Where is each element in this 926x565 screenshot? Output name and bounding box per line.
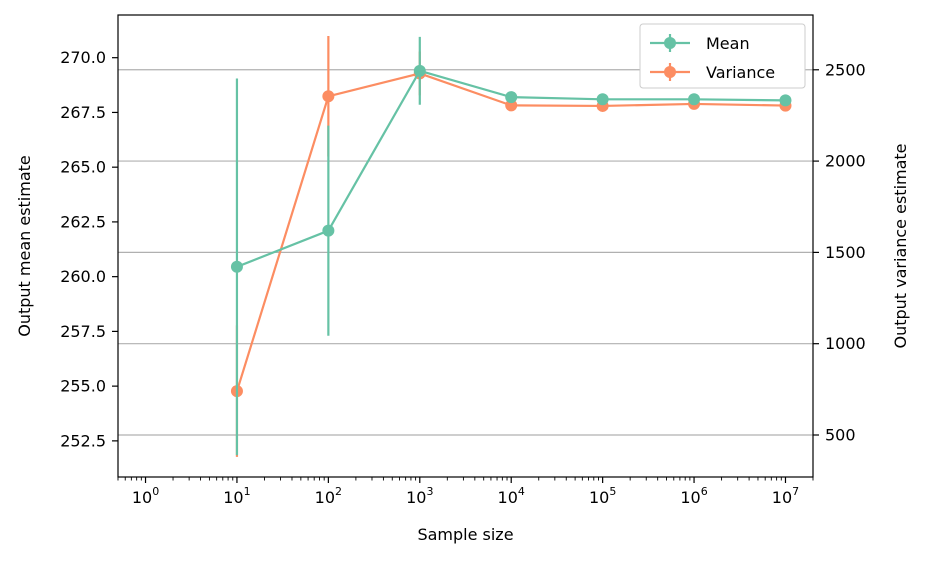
y-left-tick-label-0: 252.5 <box>60 431 106 450</box>
y-left-tick-label-3: 260.0 <box>60 267 106 286</box>
x-tick-label-3: 103 <box>406 485 433 507</box>
y-right-tick-label-2: 1500 <box>825 243 866 262</box>
series-layer <box>230 36 792 457</box>
grid-layer <box>118 69 813 436</box>
y-right-tick-label-4: 2500 <box>825 60 866 79</box>
plot-frame <box>117 14 814 478</box>
x-tick-label-7: 107 <box>772 485 799 507</box>
series-mean <box>230 36 792 456</box>
data-point-mean <box>779 94 792 107</box>
y-right-tick-label-3: 2000 <box>825 152 866 171</box>
legend-entry-mean: Mean <box>650 34 750 53</box>
x-tick-label-1: 101 <box>223 485 250 507</box>
legend-marker-mean <box>664 37 676 49</box>
data-point-variance <box>322 90 335 103</box>
axis-layer: 100 101 102 103 104 105 106 107 252.5 255.0 257.5 2… <box>60 48 866 507</box>
legend-marker-variance <box>664 66 676 78</box>
y-right-tick-label-0: 500 <box>825 426 856 445</box>
data-point-mean <box>505 91 518 104</box>
x-tick-label-2: 102 <box>315 485 342 507</box>
data-point-mean <box>322 224 335 237</box>
data-point-mean <box>413 64 426 77</box>
y-left-tick-label-1: 255.0 <box>60 377 106 396</box>
data-point-mean <box>596 93 609 106</box>
data-point-mean <box>688 93 701 106</box>
legend-label-mean: Mean <box>706 34 750 53</box>
x-tick-label-0: 100 <box>132 485 159 507</box>
y-left-tick-label-6: 267.5 <box>60 103 106 122</box>
x-axis-title: Sample size <box>417 525 513 544</box>
data-point-variance <box>505 99 518 112</box>
legend-label-variance: Variance <box>706 63 775 82</box>
y-left-tick-label-2: 257.5 <box>60 322 106 341</box>
y-axis-title-right: Output variance estimate <box>891 143 910 348</box>
y-left-tick-label-4: 262.5 <box>60 212 106 231</box>
x-tick-label-5: 105 <box>589 485 616 507</box>
data-point-mean <box>230 260 243 273</box>
legend-entry-variance: Variance <box>650 63 775 82</box>
x-tick-label-6: 106 <box>680 485 707 507</box>
y-axis-title-left: Output mean estimate <box>15 155 34 337</box>
x-tick-label-4: 104 <box>498 485 525 507</box>
legend: Mean Variance <box>639 23 806 89</box>
y-left-tick-label-5: 265.0 <box>60 158 106 177</box>
y-left-tick-label-7: 270.0 <box>60 48 106 67</box>
y-right-tick-label-1: 1000 <box>825 334 866 353</box>
